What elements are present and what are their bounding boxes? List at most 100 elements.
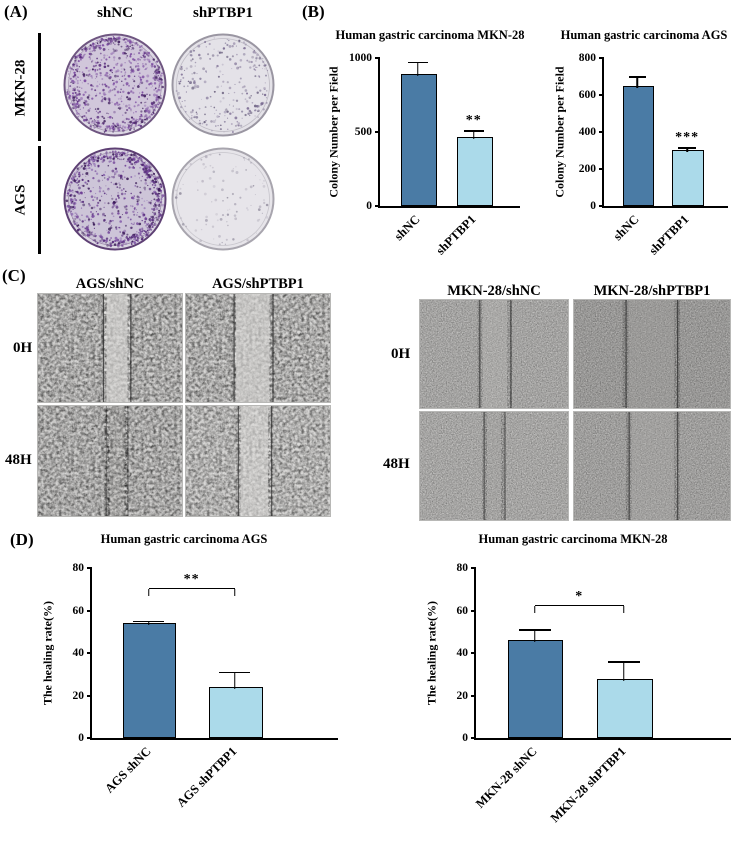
plot-area: 0 20 40 60 80 AGS shNC AGS shPTBP1 ** bbox=[73, 562, 338, 810]
chart-title: Human gastric carcinoma AGS bbox=[560, 28, 728, 42]
y-tick bbox=[87, 609, 92, 612]
colony-dish-ags-shnc bbox=[62, 146, 168, 252]
x-category-label: MKN-28 shPTBP1 bbox=[547, 744, 629, 826]
y-tick bbox=[599, 205, 604, 207]
panel-c-col-header-mkn28-shptbp1: MKN-28/shPTBP1 bbox=[593, 283, 711, 299]
y-tick-label: 200 bbox=[578, 163, 596, 175]
y-tick bbox=[375, 205, 380, 207]
bar-shptbp1 bbox=[672, 150, 704, 206]
chart-healing-ags: Human gastric carcinoma AGS The healing … bbox=[24, 528, 344, 810]
panel-b-label: (B) bbox=[302, 2, 325, 21]
plot-area: 0 500 1000 shNC shPTBP1 ** bbox=[349, 52, 520, 257]
y-tick-label: 20 bbox=[456, 689, 469, 702]
y-tick bbox=[375, 131, 380, 133]
error-bar-stem bbox=[623, 661, 625, 681]
error-bar-cap bbox=[133, 620, 165, 623]
micrograph-image bbox=[420, 412, 568, 520]
y-tick-label: 400 bbox=[578, 126, 596, 138]
panel-a-col-header-shnc: shNC bbox=[97, 5, 133, 21]
panel-c-right-row-label-48h: 48H bbox=[383, 456, 410, 472]
micrograph-mkn28-shnc-48h bbox=[419, 411, 569, 521]
y-tick-label: 80 bbox=[456, 562, 469, 574]
significance-bracket-end bbox=[533, 606, 536, 614]
micrograph-image bbox=[574, 300, 730, 408]
panel-c-col-header-ags-shnc: AGS/shNC bbox=[75, 276, 145, 292]
error-bar-cap bbox=[518, 629, 551, 631]
dish-image bbox=[171, 33, 275, 137]
y-axis-label: The healing rate(%) bbox=[424, 601, 439, 705]
colony-dish-ags-shptbp1 bbox=[170, 146, 276, 252]
y-tick-label: 600 bbox=[578, 89, 596, 101]
panel-c-label: (C) bbox=[2, 266, 26, 285]
significance-bracket-end bbox=[147, 589, 150, 597]
panel-c-right-row-label-0h: 0H bbox=[391, 346, 411, 362]
y-tick-label: 800 bbox=[578, 52, 596, 64]
y-axis-label: Colony Number per Field bbox=[552, 66, 567, 198]
bar-mkn-28-shptbp1 bbox=[597, 678, 653, 738]
significance-stars: ** bbox=[183, 572, 200, 588]
panel-c-col-header-ags-shptbp1: AGS/shPTBP1 bbox=[212, 276, 304, 292]
y-tick-label: 500 bbox=[354, 126, 372, 138]
error-bar-stem bbox=[533, 629, 536, 643]
y-tick bbox=[87, 737, 92, 739]
y-tick bbox=[87, 567, 92, 569]
significance-bracket-end bbox=[233, 589, 236, 597]
x-category-label: AGS shNC bbox=[101, 744, 154, 796]
y-tick-label: 60 bbox=[456, 604, 469, 617]
error-bar-stem bbox=[636, 76, 639, 88]
micrograph-mkn28-shnc-0h bbox=[419, 299, 569, 409]
bar-mkn-28-shnc bbox=[507, 640, 564, 738]
panel-d-label: (D) bbox=[10, 530, 34, 549]
y-tick bbox=[87, 652, 92, 654]
micrograph-mkn28-shptbp1-0h bbox=[573, 299, 731, 409]
panel-a-row-label-ags: AGS bbox=[12, 184, 29, 216]
y-tick bbox=[599, 94, 604, 96]
significance-stars: * bbox=[575, 589, 584, 605]
significance-bracket bbox=[534, 604, 624, 607]
error-bar-cap bbox=[407, 61, 428, 64]
colony-dish-mkn28-shnc bbox=[62, 32, 168, 138]
micrograph-ags-shptbp1-0h bbox=[185, 293, 331, 403]
dish-image bbox=[63, 33, 167, 137]
panel-c-left-row-label-0h: 0H bbox=[13, 340, 33, 356]
dish-image bbox=[63, 147, 167, 251]
panel-a-col-header-shptbp1: shPTBP1 bbox=[192, 5, 253, 21]
y-tick-label: 40 bbox=[72, 647, 85, 659]
significance-stars: ** bbox=[465, 112, 482, 128]
y-tick bbox=[87, 694, 92, 697]
y-tick bbox=[599, 168, 604, 170]
panel-a-label: (A) bbox=[4, 2, 28, 21]
micrograph-image bbox=[38, 406, 182, 516]
y-tick-label: 0 bbox=[78, 732, 84, 744]
dish-image bbox=[171, 147, 275, 251]
micrograph-mkn28-shptbp1-48h bbox=[573, 411, 731, 521]
bar-ags-shnc bbox=[122, 623, 177, 738]
micrograph-ags-shnc-0h bbox=[37, 293, 183, 403]
bar-ags-shptbp1 bbox=[208, 687, 263, 738]
micrograph-image bbox=[38, 294, 182, 402]
y-tick-label: 40 bbox=[456, 647, 469, 659]
y-tick bbox=[471, 737, 476, 739]
chart-title: Human gastric carcinoma MKN-28 bbox=[335, 28, 525, 42]
plot-area: 0 20 40 60 80 MKN-28 shNC MKN-28 shPTBP1 * bbox=[457, 562, 731, 825]
bar-shnc bbox=[401, 73, 437, 206]
colony-dish-mkn28-shptbp1 bbox=[170, 32, 276, 138]
micrograph-image bbox=[186, 406, 330, 516]
y-tick bbox=[471, 652, 476, 654]
bar-shptbp1 bbox=[457, 137, 493, 206]
significance-stars: *** bbox=[675, 129, 700, 145]
panel-a-row-divider-2 bbox=[38, 146, 41, 254]
error-bar-cap bbox=[678, 147, 696, 149]
y-tick bbox=[471, 694, 476, 697]
y-tick bbox=[599, 57, 604, 59]
chart-title: Human gastric carcinoma AGS bbox=[100, 532, 268, 546]
error-bar-stem bbox=[147, 621, 150, 626]
y-tick-label: 20 bbox=[72, 689, 85, 702]
y-tick bbox=[375, 57, 380, 59]
x-category-label: MKN-28 shNC bbox=[472, 744, 540, 811]
micrograph-ags-shptbp1-48h bbox=[185, 405, 331, 517]
error-bar-stem bbox=[686, 147, 688, 153]
y-tick-label: 60 bbox=[72, 604, 85, 617]
error-bar-cap bbox=[219, 671, 251, 674]
panel-c-col-header-mkn28-shnc: MKN-28/shNC bbox=[447, 283, 541, 299]
